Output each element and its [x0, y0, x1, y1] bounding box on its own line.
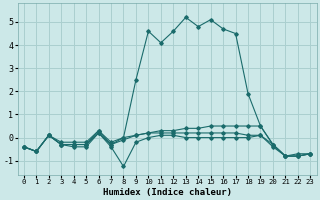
X-axis label: Humidex (Indice chaleur): Humidex (Indice chaleur) [103, 188, 232, 197]
